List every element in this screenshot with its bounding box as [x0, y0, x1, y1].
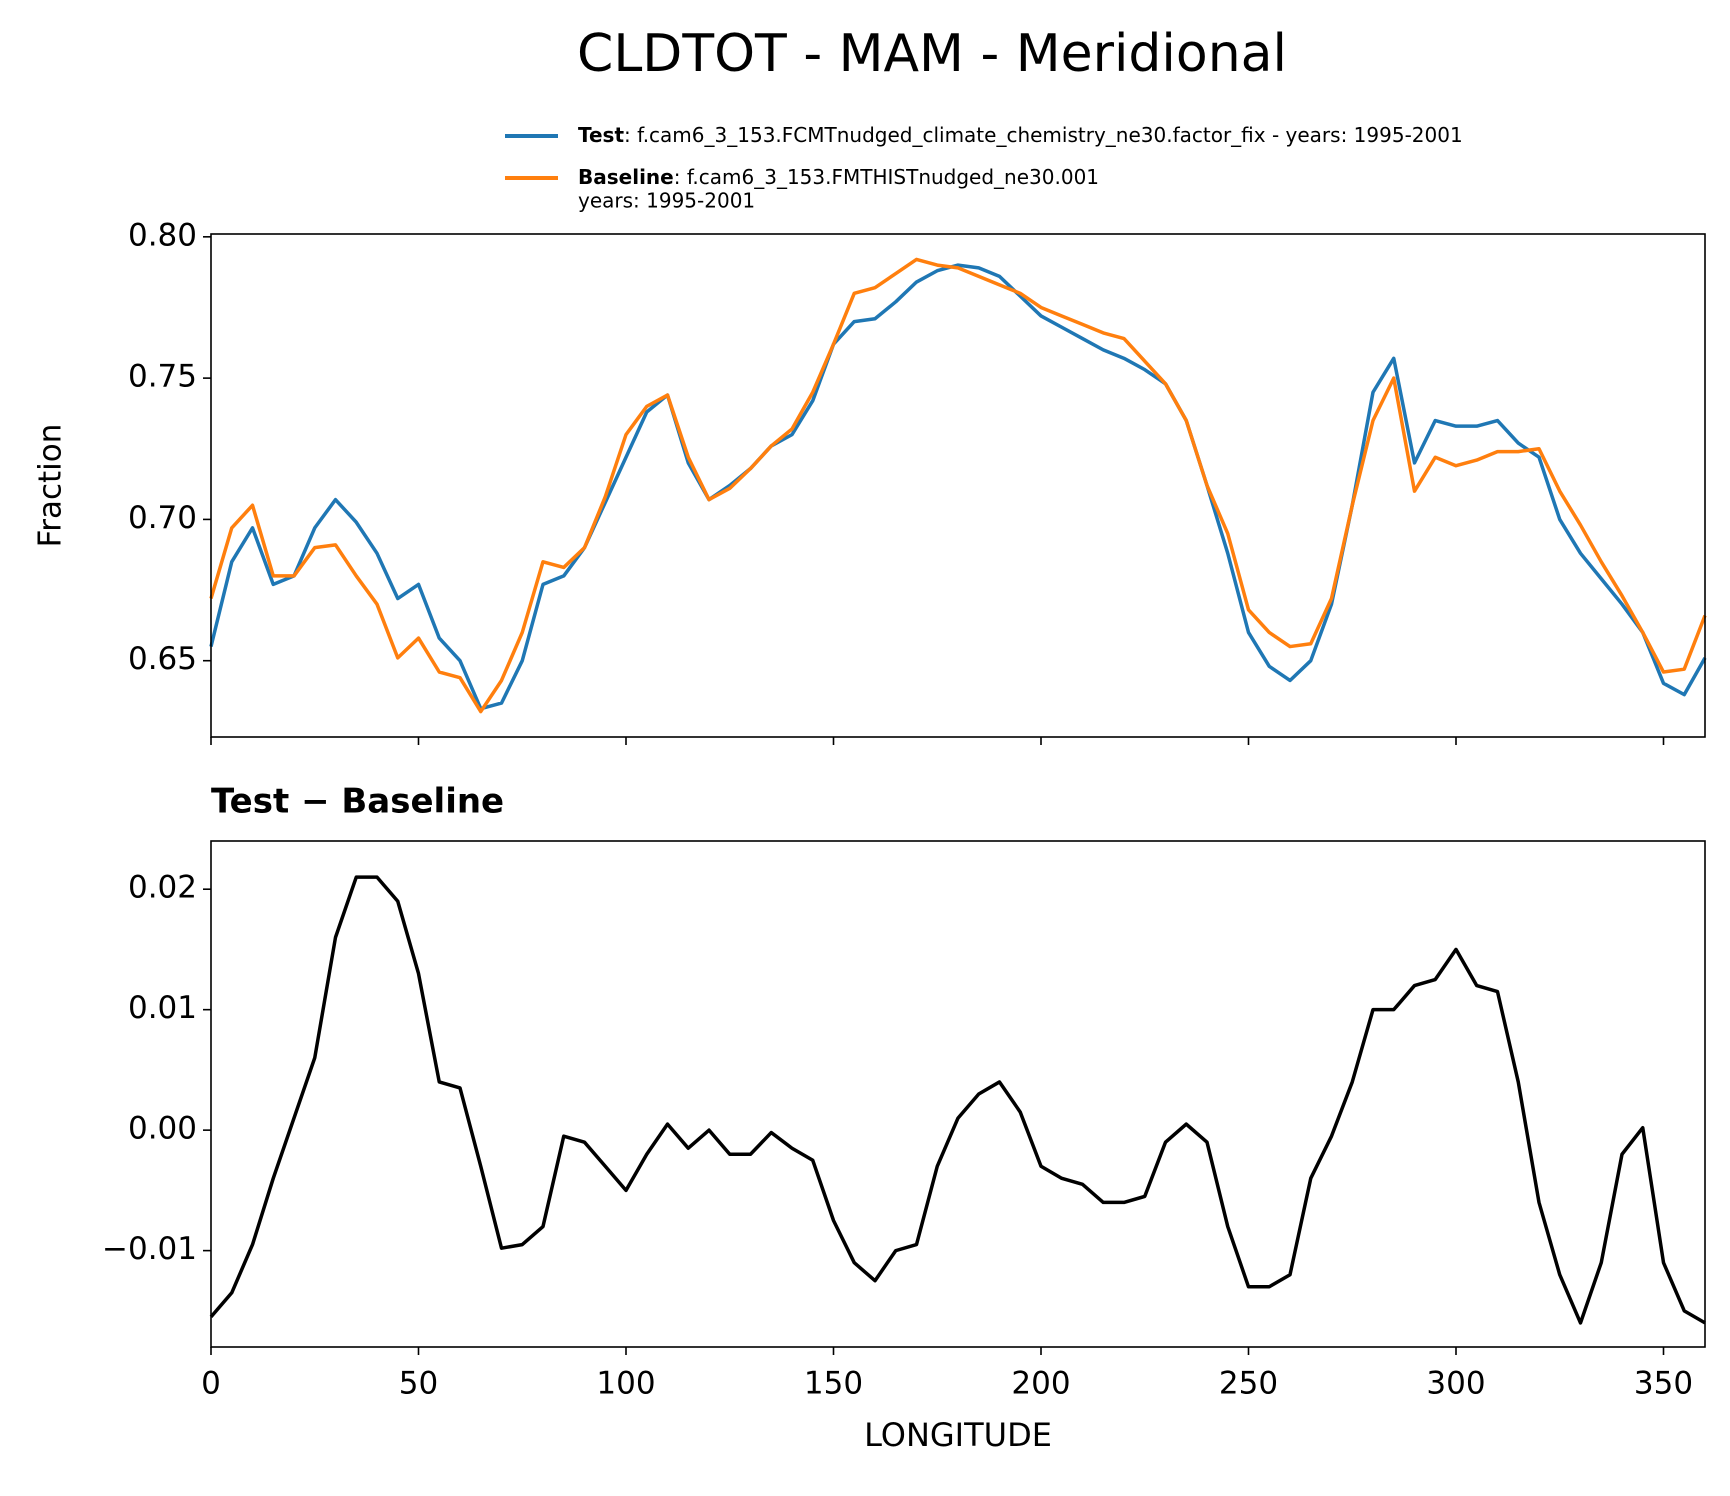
x-tick-label: 250 [1219, 1366, 1278, 1402]
y-axis-label: Fraction [33, 424, 69, 548]
legend-name: Test [578, 123, 624, 147]
legend-label: Baseline: f.cam6_3_153.FMTHISTnudged_ne3… [578, 165, 1099, 189]
y-tick-label: 0.00 [128, 1111, 197, 1147]
x-tick-label: 0 [201, 1366, 221, 1402]
x-axis-label: LONGITUDE [864, 1416, 1052, 1454]
legend-detail: : f.cam6_3_153.FMTHISTnudged_ne30.001 [674, 165, 1099, 189]
x-tick-label: 150 [804, 1366, 863, 1402]
x-tick-label: 200 [1011, 1366, 1070, 1402]
y-tick-label: 0.75 [128, 359, 197, 395]
x-tick-label: 50 [399, 1366, 438, 1402]
plot-frame [210, 233, 1706, 738]
plot-frame [210, 840, 1706, 1348]
x-tick-label: 300 [1426, 1366, 1485, 1402]
x-tick-label: 100 [596, 1366, 655, 1402]
x-tick-label: 350 [1634, 1366, 1693, 1402]
y-tick-label: 0.65 [128, 641, 197, 677]
legend-label: Test: f.cam6_3_153.FCMTnudged_climate_ch… [578, 123, 1463, 147]
figure-title: CLDTOT - MAM - Meridional [577, 24, 1287, 84]
y-tick-label: 0.70 [128, 500, 197, 536]
series-line [209, 263, 1707, 711]
legend-detail: : f.cam6_3_153.FCMTnudged_climate_chemis… [624, 123, 1463, 147]
series-line [209, 875, 1706, 1325]
legend-name: Baseline [578, 165, 674, 189]
series-line [209, 257, 1707, 714]
y-tick-label: 0.01 [128, 990, 197, 1026]
legend-detail: years: 1995-2001 [578, 189, 755, 213]
y-tick-label: −0.01 [102, 1231, 197, 1267]
y-tick-label: 0.02 [128, 870, 197, 906]
subplot-title: Test − Baseline [211, 782, 504, 822]
y-tick-label: 0.80 [128, 217, 197, 253]
